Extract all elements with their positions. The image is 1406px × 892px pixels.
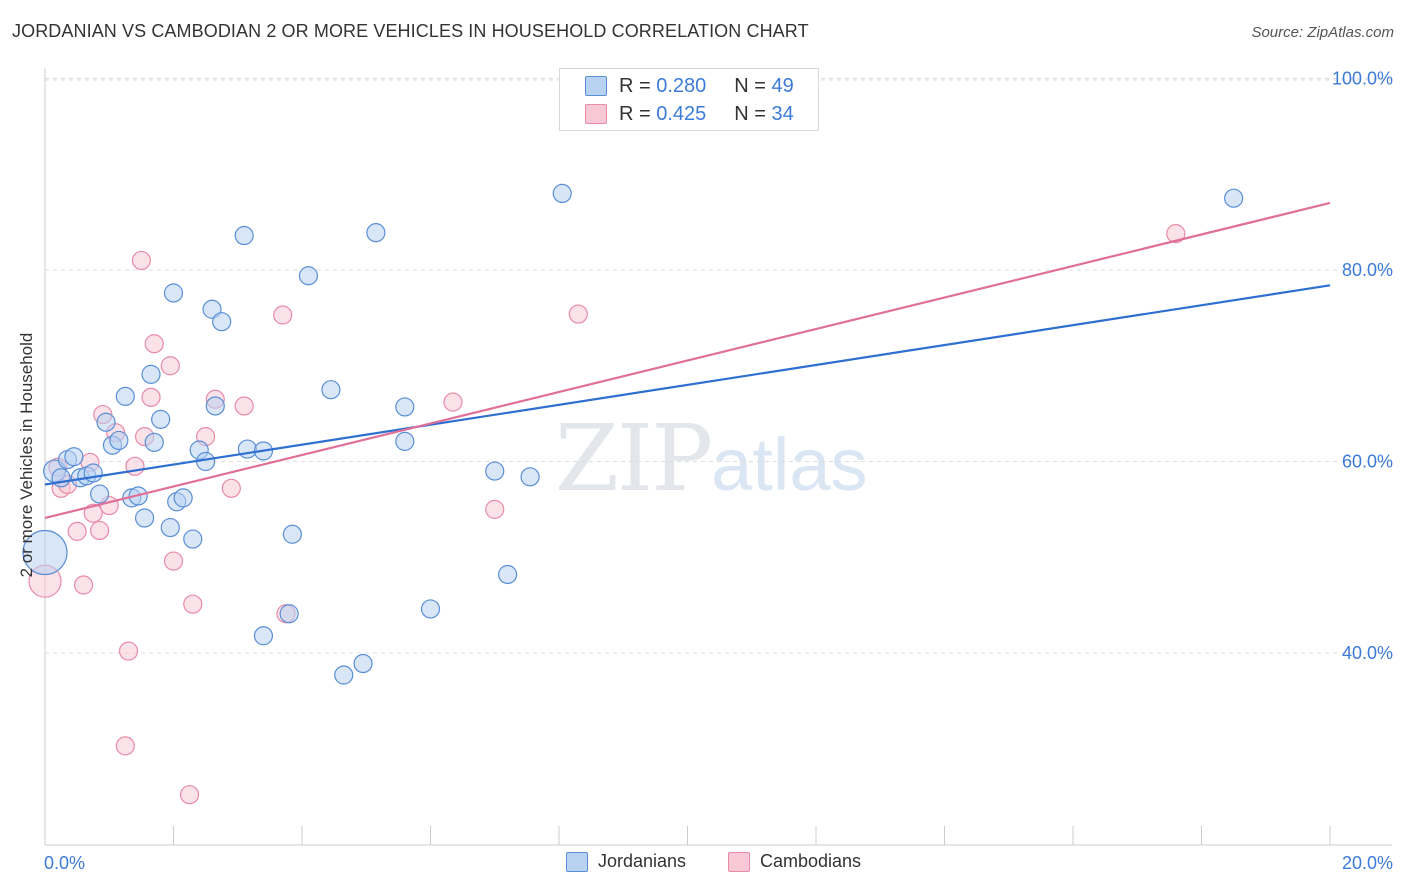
jordanian-point: [173, 488, 193, 508]
cambodian-point: [83, 503, 103, 523]
jordanian-point: [83, 463, 103, 483]
jordanian-point: [109, 430, 129, 451]
jordanian-point: [212, 312, 232, 332]
watermark-zip: ZIP: [555, 405, 713, 512]
jordanian-point: [96, 412, 116, 432]
jordanians-trend-line: [44, 284, 1331, 486]
legend: R = 0.280 N = 49 R = 0.425 N = 34: [559, 68, 819, 131]
legend-r-value: 0.280: [656, 74, 707, 97]
cambodian-point: [234, 396, 254, 416]
y-tick-label: 80.0%: [1342, 260, 1393, 280]
cambodian-point: [73, 575, 94, 595]
jordanian-point: [1224, 188, 1244, 208]
cambodian-point: [221, 478, 241, 498]
bottom-legend-label: Cambodians: [760, 851, 862, 871]
jordanian-point: [353, 653, 373, 674]
jordanian-point: [90, 484, 110, 504]
legend-r-value: 0.425: [656, 102, 707, 125]
bottom-legend-label: Jordanians: [598, 851, 687, 871]
y-axis-label: 2 or more Vehicles in Household: [17, 332, 36, 578]
cambodians-swatch: [728, 851, 750, 872]
jordanian-point: [552, 183, 572, 203]
jordanian-point: [237, 439, 257, 459]
cambodian-point: [485, 499, 505, 519]
jordanian-point: [366, 223, 386, 243]
cambodian-point: [115, 736, 135, 756]
cambodian-point: [90, 520, 110, 541]
cambodian-point: [118, 641, 139, 661]
legend-r-label: R =: [619, 102, 657, 125]
source-label: Source: ZipAtlas.com: [1251, 24, 1394, 41]
y-tick-label: 40.0%: [1342, 643, 1393, 663]
jordanian-point: [321, 380, 341, 400]
cambodian-point: [568, 304, 588, 324]
chart-title: JORDANIAN VS CAMBODIAN 2 OR MORE VEHICLE…: [12, 21, 809, 41]
jordanian-point: [134, 508, 155, 528]
legend-r-label: R =: [619, 74, 657, 97]
cambodian-point: [131, 250, 151, 271]
jordanian-point: [22, 529, 68, 576]
cambodian-point: [67, 521, 87, 541]
jordanian-point: [205, 396, 225, 416]
jordanian-point: [115, 386, 135, 406]
jordanian-point: [183, 529, 203, 549]
cambodian-point: [141, 387, 161, 407]
cambodians-trend-line: [44, 201, 1331, 520]
jordanian-point: [395, 397, 415, 417]
jordanian-point: [279, 604, 299, 624]
legend-n-label: N =: [734, 102, 772, 125]
jordanian-point: [282, 524, 302, 544]
cambodian-point: [273, 305, 293, 325]
jordanians-swatch: [566, 851, 588, 872]
legend-n-value: 34: [771, 102, 794, 125]
x-tick-label: 0.0%: [44, 853, 85, 873]
cambodian-point: [144, 334, 164, 354]
watermark: ZIPatlas: [555, 405, 867, 512]
jordanian-point: [498, 564, 518, 585]
jordanian-point: [298, 266, 319, 286]
jordanian-point: [420, 599, 441, 619]
cambodian-point: [179, 785, 200, 805]
jordanian-point: [253, 626, 274, 646]
cambodian-point: [443, 392, 463, 412]
jordanian-point: [520, 467, 540, 487]
jordanian-point: [485, 461, 505, 481]
cambodians-swatch: [585, 104, 607, 124]
bottom-legend-jordanians: Jordanians: [566, 851, 686, 872]
jordanian-point: [151, 409, 171, 429]
jordanian-point: [64, 447, 84, 467]
bottom-legend-cambodians: Cambodians: [728, 851, 861, 872]
jordanian-point: [395, 431, 415, 451]
jordanian-point: [141, 364, 161, 384]
jordanian-point: [160, 517, 180, 538]
cambodian-point: [1166, 224, 1186, 244]
x-tick-label: 20.0%: [1342, 853, 1393, 873]
watermark-atlas: atlas: [711, 423, 868, 506]
jordanian-point: [163, 283, 184, 303]
legend-row-cambodians: R = 0.425 N = 34: [560, 101, 794, 127]
cambodian-point: [163, 551, 184, 571]
legend-n-value: 49: [771, 74, 794, 97]
legend-n-label: N =: [734, 74, 772, 97]
cambodian-point: [160, 356, 180, 376]
cambodian-point: [183, 594, 203, 614]
jordanian-point: [234, 225, 254, 246]
y-tick-label: 60.0%: [1342, 452, 1393, 472]
jordanian-point: [334, 665, 354, 685]
legend-row-jordanians: R = 0.280 N = 49: [560, 73, 794, 99]
jordanians-swatch: [585, 76, 607, 96]
jordanian-point: [144, 432, 164, 452]
y-tick-label: 100.0%: [1332, 69, 1393, 89]
